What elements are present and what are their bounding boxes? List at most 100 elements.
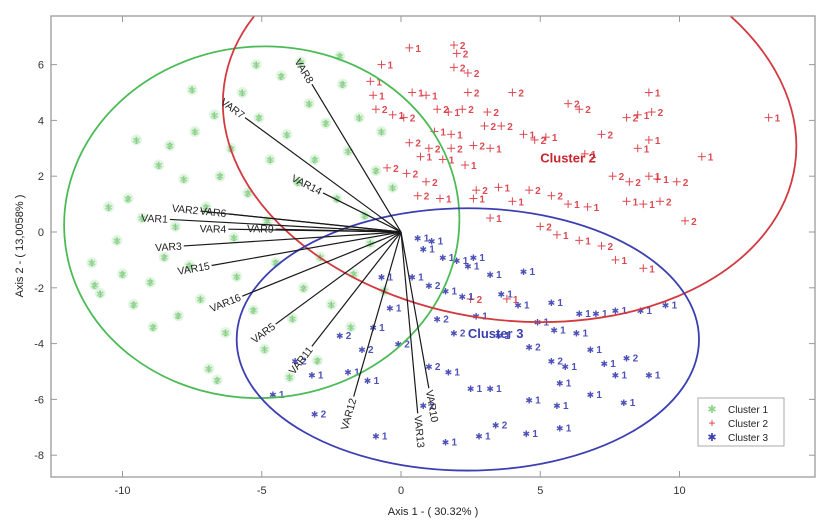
plot-frame [50,15,816,478]
data-point: ✱1 [525,395,541,406]
svg-text:✱: ✱ [213,376,221,387]
svg-text:✱: ✱ [210,111,218,122]
data-point: 2 [647,108,664,119]
svg-text:✱: ✱ [244,189,252,200]
data-point: ✱1 [186,84,198,97]
data-point: 2 [371,105,388,116]
data-point: ✱2 [144,276,156,289]
svg-text:1: 1 [630,398,636,409]
svg-text:✱: ✱ [285,373,293,384]
svg-text:1: 1 [449,253,455,264]
svg-text:2: 2 [162,254,167,263]
svg-text:2: 2 [574,100,580,111]
data-point: ✱1 [573,328,589,339]
data-point: ✱1 [231,271,243,284]
data-point: ✱1 [281,128,293,141]
data-point: 1 [494,183,510,194]
svg-text:2: 2 [120,270,125,279]
svg-text:✱: ✱ [96,289,104,300]
svg-text:✱: ✱ [260,345,268,356]
svg-text:2: 2 [131,301,136,310]
svg-text:1: 1 [418,89,424,100]
vector-line [353,231,402,397]
svg-text:✱: ✱ [252,61,260,72]
data-point: ✱1 [612,306,628,317]
svg-text:✱: ✱ [322,119,330,130]
vector-line [183,231,402,247]
svg-text:2: 2 [363,212,368,221]
svg-text:1: 1 [388,61,394,72]
svg-text:2: 2 [176,312,181,321]
svg-text:1: 1 [649,200,655,211]
data-point: 1 [644,172,661,183]
data-point: 1 [519,130,536,141]
data-point: 2 [422,177,438,189]
data-point: 2 [597,241,614,253]
legend-marker-star-icon: ✱ [707,404,716,416]
legend-item-cluster-1[interactable]: ✱ Cluster 1 [707,404,768,416]
svg-text:1: 1 [438,236,444,247]
y-axis-label: Axis 2 - ( 13,0058% ) [14,195,26,298]
svg-text:✱: ✱ [612,370,620,380]
data-point: 1 [639,200,655,211]
data-point: 1 [611,255,627,267]
vector-line [400,231,430,389]
svg-text:2: 2 [315,357,320,366]
data-point: ✱1 [111,234,123,247]
data-point: ✱1 [620,398,636,409]
svg-text:1: 1 [594,203,600,214]
svg-text:2: 2 [346,331,352,342]
data-point: 2 [402,169,419,180]
svg-text:1: 1 [396,303,402,314]
svg-text:✱: ✱ [620,398,628,408]
x-tick-label: -10 [115,485,131,497]
data-point: 2 [447,144,463,155]
svg-text:2: 2 [273,259,278,268]
svg-text:2: 2 [585,105,591,116]
svg-text:1: 1 [232,234,237,243]
svg-text:1: 1 [390,184,395,193]
svg-text:2: 2 [535,186,541,197]
svg-text:2: 2 [493,108,499,119]
x-tick-label: 10 [673,485,685,497]
svg-text:1: 1 [426,153,432,164]
cluster-annotations: Cluster 2 Cluster 3 [468,150,596,341]
data-point: ✱2 [336,331,352,342]
svg-text:1: 1 [655,370,661,381]
svg-text:2: 2 [460,328,466,339]
svg-text:1: 1 [446,195,452,206]
y-tick-label: -4 [34,339,44,351]
variable-label: VAR2 [171,203,199,218]
svg-text:1: 1 [474,261,480,272]
data-point: 2 [508,88,524,100]
x-tick-label: 0 [398,485,404,497]
data-point: 1 [580,149,597,161]
svg-text:1: 1 [454,368,460,379]
data-point: 2 [608,172,625,183]
svg-text:2: 2 [491,122,497,133]
svg-text:✱: ✱ [355,114,363,125]
data-point: ✱1 [601,359,617,370]
data-point: 1 [405,43,421,55]
svg-text:✱: ✱ [553,401,561,411]
svg-text:1: 1 [647,306,653,317]
data-point: ✱1 [497,289,513,300]
svg-text:✱: ✱ [308,370,316,380]
vector-line [311,83,402,233]
data-point: 1 [366,77,382,88]
data-point: ✱1 [94,287,106,300]
svg-text:1: 1 [424,234,430,245]
legend-item-cluster-3[interactable]: ✱ Cluster 3 [707,432,768,444]
data-point: 2 [405,138,421,150]
variable-label: VAR9 [247,223,274,236]
vector-line [169,218,402,233]
data-point: 2 [463,88,480,100]
svg-text:1: 1 [591,150,597,161]
data-point: ✱1 [467,384,483,395]
svg-text:✱: ✱ [124,195,132,206]
svg-text:1: 1 [379,128,384,137]
data-point: 1 [416,152,432,164]
svg-text:2: 2 [541,136,547,147]
svg-text:2: 2 [474,89,480,100]
legend-item-cluster-2[interactable]: + Cluster 2 [708,416,768,430]
